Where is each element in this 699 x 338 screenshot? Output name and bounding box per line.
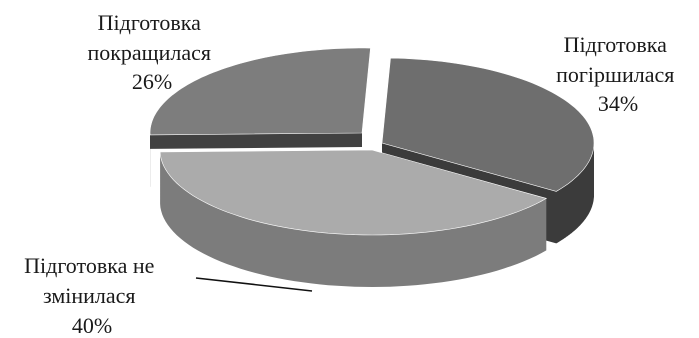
label-worsened: Підготовка погіршилася 34% — [556, 32, 680, 116]
label-improved: Підготовка покращилася 26% — [87, 10, 216, 94]
label-worsened-value: 34% — [598, 91, 638, 116]
label-unchanged-line1: Підготовка не — [24, 253, 154, 278]
slice-improved-top — [149, 47, 371, 136]
label-unchanged-value: 40% — [72, 313, 112, 338]
label-improved-value: 26% — [132, 69, 172, 94]
label-improved-line1: Підготовка — [98, 10, 201, 35]
label-unchanged: Підготовка не змінилася 40% — [24, 253, 160, 338]
label-worsened-line2: погіршилася — [556, 62, 674, 87]
slice-unchanged — [159, 149, 548, 287]
slice-unchanged-top — [159, 149, 548, 236]
slice-worsened-top — [381, 57, 595, 192]
slice-unchanged-side — [160, 151, 547, 287]
label-unchanged-line2: змінилася — [43, 283, 136, 308]
label-worsened-line1: Підготовка — [564, 32, 667, 57]
slice-improved — [149, 47, 371, 187]
label-improved-line2: покращилася — [87, 40, 211, 65]
slice-improved-side — [150, 133, 362, 187]
leader-line-unchanged — [195, 277, 313, 292]
